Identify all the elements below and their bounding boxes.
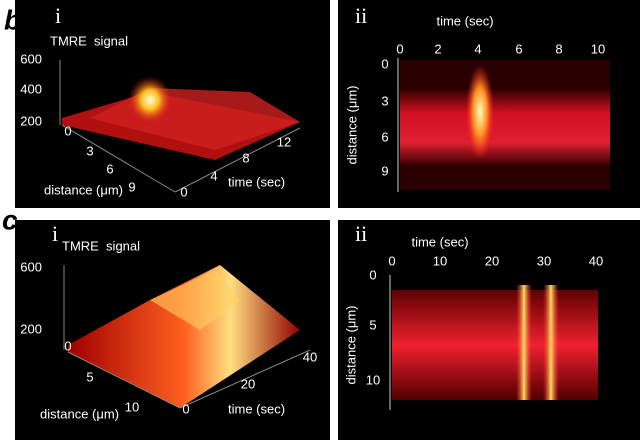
tick-label: 0: [64, 123, 71, 138]
tick-label: 600: [20, 259, 42, 274]
surface-peak: [128, 76, 172, 124]
surface-peak: [150, 270, 240, 330]
tick-label: 200: [20, 113, 42, 128]
tick-label: 0: [180, 184, 187, 199]
tick-label: 6: [381, 129, 388, 144]
panel-numeral: ii: [355, 3, 367, 28]
tick-label: 0: [64, 338, 71, 353]
tick-label: 10: [433, 253, 447, 268]
tick-label: 8: [242, 150, 249, 165]
panel-numeral: ii: [355, 221, 367, 246]
tick-label: 3: [86, 143, 93, 158]
kymograph: [392, 290, 598, 400]
tick-label: 3: [381, 93, 388, 108]
axis: [61, 124, 176, 193]
kymograph-line: [543, 285, 559, 400]
tick-label: 4: [474, 41, 481, 56]
y-axis-label: distance (μm): [344, 85, 359, 164]
surface: [68, 265, 300, 408]
kymograph-band: [400, 90, 610, 165]
y-axis-label: distance (μm): [343, 305, 358, 384]
tick-label: 200: [20, 321, 42, 336]
tick-label: 0: [381, 56, 388, 71]
tick-label: 0: [396, 41, 403, 56]
x-axis-label: distance (μm): [40, 406, 119, 421]
panel-numeral: i: [55, 3, 61, 28]
tick-label: 40: [303, 349, 317, 364]
tick-label: 6: [515, 41, 522, 56]
tick-label: 12: [277, 134, 291, 149]
tick-label: 9: [128, 179, 135, 194]
tick-label: 600: [20, 51, 42, 66]
tick-label: 400: [20, 81, 42, 96]
panel-letter: c: [2, 204, 18, 235]
tick-label: 4: [210, 168, 217, 183]
x-axis-label: distance (μm): [44, 182, 123, 197]
y-axis-label: time (sec): [228, 174, 285, 189]
tick-label: 5: [86, 369, 93, 384]
tick-label: 5: [369, 317, 376, 332]
panel-numeral: i: [52, 221, 58, 246]
axis: [174, 127, 301, 193]
tick-label: 20: [241, 376, 255, 391]
signal-label: TMRE signal: [50, 33, 128, 48]
y-axis-label: time (sec): [228, 401, 285, 416]
panel-letter: b: [4, 4, 21, 35]
tick-label: 10: [125, 399, 139, 414]
tick-label: 30: [537, 253, 551, 268]
tick-label: 20: [485, 253, 499, 268]
axis: [67, 351, 181, 409]
tick-label: 0: [388, 253, 395, 268]
x-axis-label: time (sec): [436, 13, 493, 28]
tick-label: 9: [381, 163, 388, 178]
tick-label: 2: [434, 41, 441, 56]
x-axis-label: time (sec): [411, 234, 468, 249]
axis: [179, 349, 311, 409]
kymograph-spot: [466, 64, 494, 160]
tick-label: 40: [589, 253, 603, 268]
kymograph-line: [516, 285, 532, 400]
tick-label: 6: [106, 161, 113, 176]
tick-label: 0: [369, 267, 376, 282]
tick-label: 0: [182, 401, 189, 416]
tick-label: 8: [555, 41, 562, 56]
tick-label: 10: [591, 41, 605, 56]
signal-label: TMRE signal: [62, 238, 140, 253]
tick-label: 10: [366, 372, 380, 387]
